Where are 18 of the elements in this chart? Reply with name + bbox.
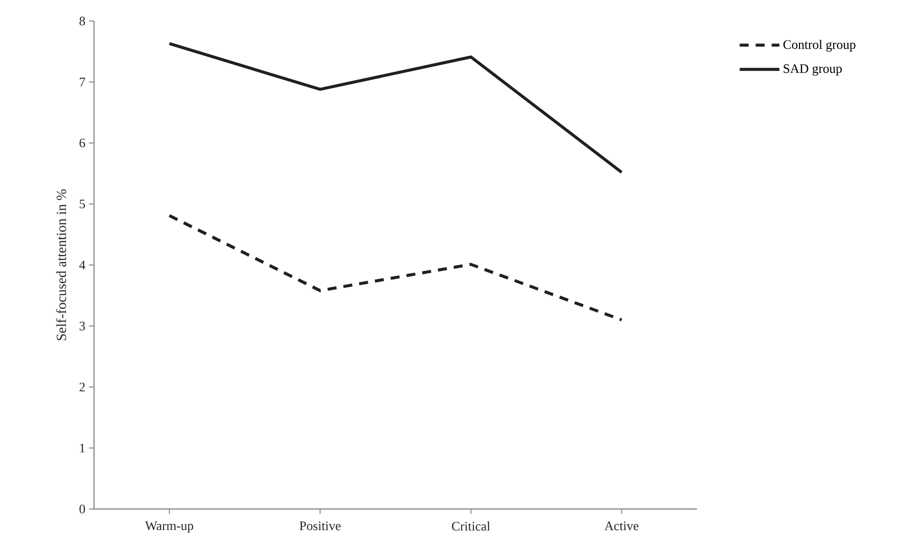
- x-tick-label: Critical: [452, 522, 490, 531]
- legend-label: Control group: [783, 40, 856, 52]
- y-tick-label: 7: [80, 78, 86, 86]
- y-tick-label: 6: [80, 138, 86, 148]
- line-series: [168, 42, 624, 174]
- y-tick-label: 5: [80, 200, 85, 208]
- y-axis-title: Self-focused attention in %: [56, 189, 66, 340]
- y-tick-label: 0: [80, 504, 85, 514]
- line-series: [168, 214, 624, 322]
- legend-label: SAD group: [784, 64, 842, 76]
- x-tick-label: Positive: [300, 522, 341, 530]
- y-tick-label: 3: [80, 322, 85, 330]
- y-tick-label: 1: [80, 444, 85, 452]
- y-tick-label: 4: [79, 260, 86, 270]
- y-tick-label: 8: [80, 16, 85, 26]
- y-tick-label: 2: [80, 382, 85, 392]
- x-tick-label: Warm-up: [145, 522, 194, 533]
- x-tick-label: Active: [604, 522, 638, 530]
